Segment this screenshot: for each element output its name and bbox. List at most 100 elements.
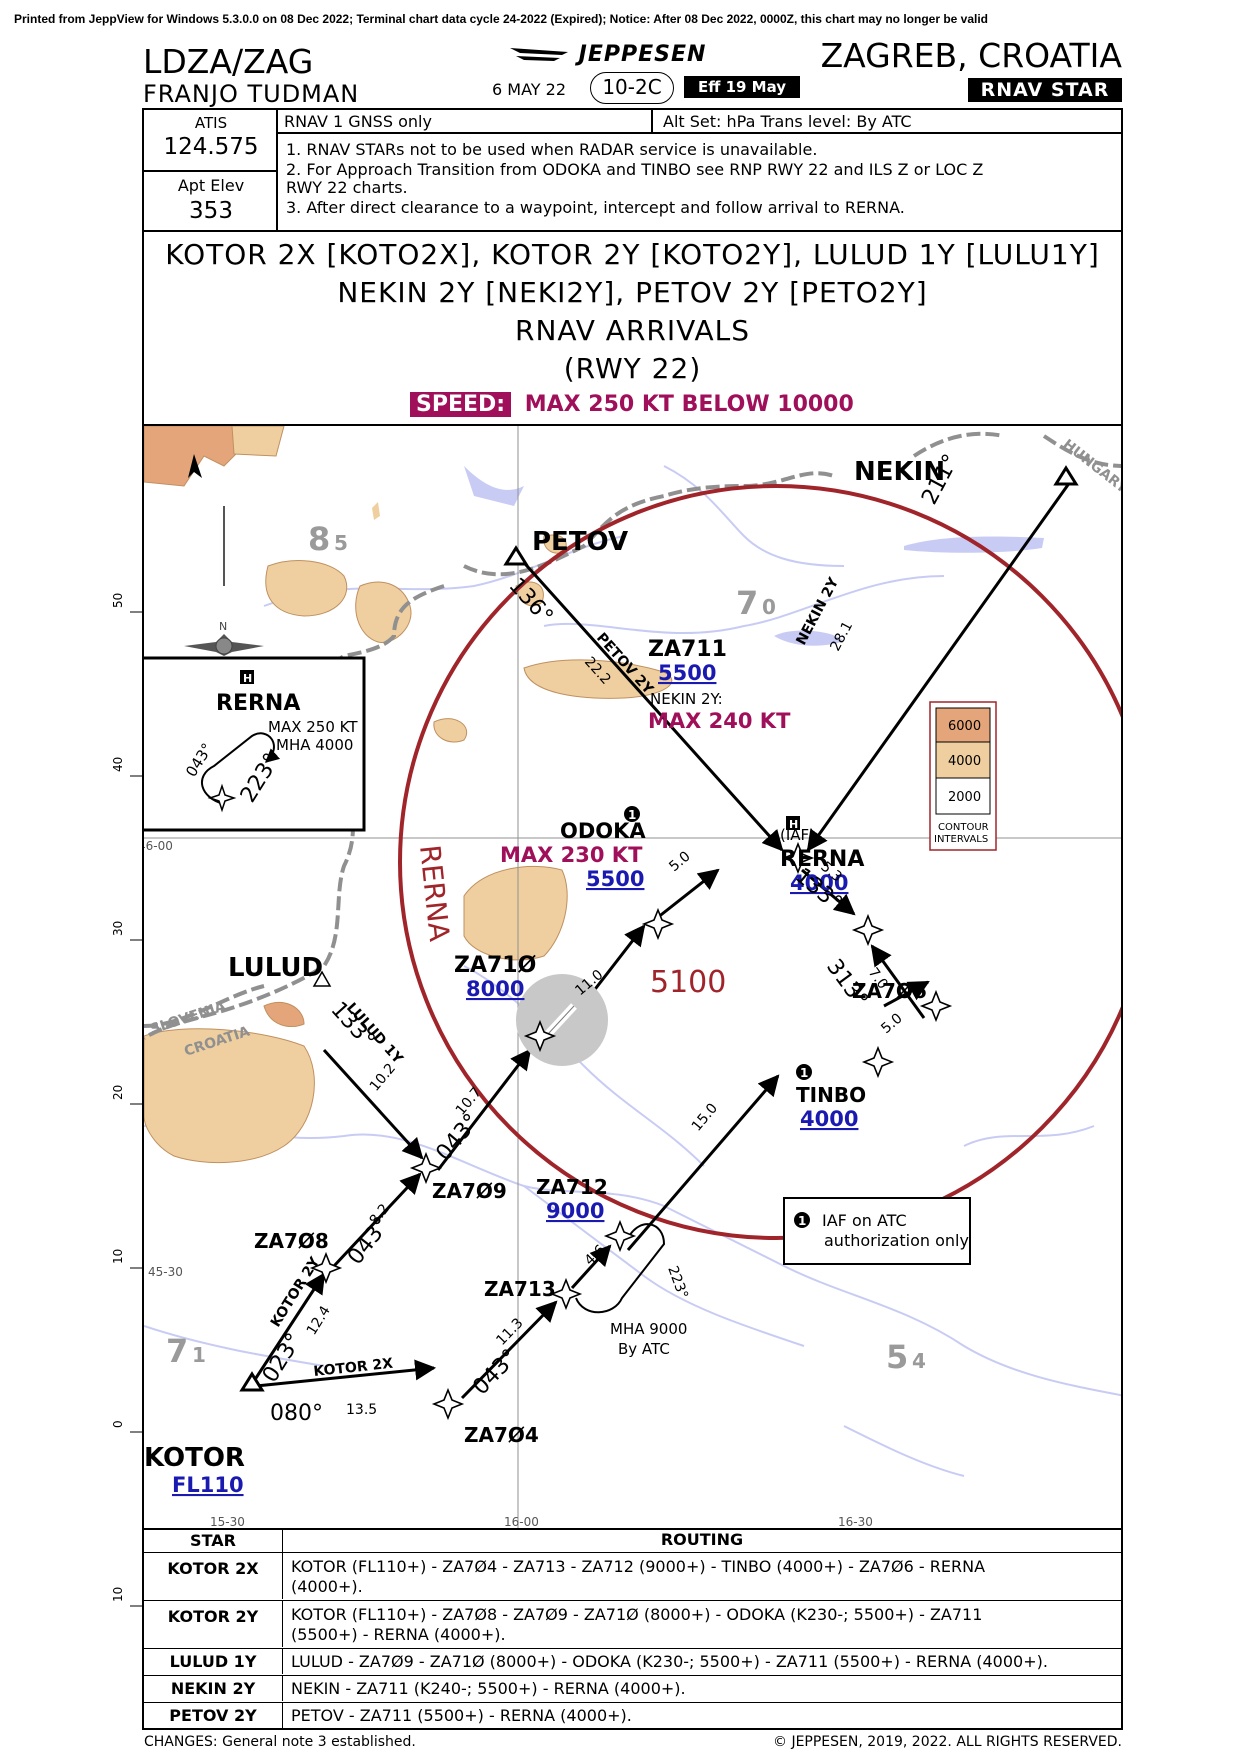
speed-restriction: SPEED: MAX 250 KT BELOW 10000: [410, 392, 854, 417]
atis-label: ATIS: [194, 114, 228, 132]
elevation-label: Apt Elev: [177, 176, 245, 195]
waypoint-petov-icon: [503, 545, 529, 566]
fix-triangles: [239, 465, 1079, 1392]
title-line-1: KOTOR 2X [KOTO2X], KOTOR 2Y [KOTO2Y], LU…: [165, 238, 1100, 271]
routing-line: (4000+).: [291, 1577, 363, 1596]
waypoint-za709-icon: [409, 1151, 443, 1185]
routing-kotor2x: KOTOR (FL110+) - ZA7Ø4 - ZA713 - ZA712 (…: [282, 1553, 1121, 1599]
table-row: KOTOR 2Y KOTOR (FL110+) - ZA7Ø8 - ZA7Ø9 …: [144, 1600, 1121, 1648]
route-legs: [252, 481, 1072, 1400]
label-za708: ZA7Ø8: [254, 1229, 329, 1253]
odoka-speed: MAX 230 KT: [500, 843, 643, 867]
chart-map: 8 5 7 0 7 1 5 4 HUNGARY SLOVENIA CROATIA…: [142, 424, 1123, 1530]
procedure-title-block: KOTOR 2X [KOTO2X], KOTOR 2Y [KOTO2Y], LU…: [142, 232, 1123, 426]
label-nekin: NEKIN: [854, 457, 945, 487]
inset-speed: MAX 250 KT: [268, 718, 358, 736]
speed-text: MAX 250 KT BELOW 10000: [524, 392, 854, 417]
north-arrow-icon: N: [184, 506, 264, 656]
label-za704: ZA7Ø4: [464, 1423, 539, 1447]
star-kotor2y: KOTOR 2Y: [167, 1607, 259, 1626]
odoka-leg-distance: 5.0: [666, 848, 693, 875]
waypoint-za708-icon: [309, 1251, 343, 1285]
label-rerna: RERNA: [780, 847, 864, 872]
terrain-fig-54-units: 4: [912, 1349, 926, 1373]
svg-text:N: N: [219, 620, 227, 633]
msa-ref-label: RERNA: [413, 843, 456, 943]
iaf-note-line-2: authorization only: [824, 1231, 969, 1250]
routing-kotor2y: KOTOR (FL110+) - ZA7Ø8 - ZA7Ø9 - ZA71Ø (…: [282, 1601, 1121, 1647]
tinbo-altitude: 4000: [800, 1107, 858, 1131]
note-markers: 1 1: [624, 806, 812, 1080]
city-name: ZAGREB, CROATIA: [820, 36, 1122, 75]
iaf-note-line-1: IAF on ATC: [822, 1211, 907, 1230]
routing-nekin2y: NEKIN - ZA711 (K240-; 5500+) - RERNA (40…: [282, 1676, 1121, 1701]
left-margin-scale: 50 40 30 20 10 0 10: [108, 424, 142, 1724]
terrain-figures: 8 5 7 0 7 1 5 4: [166, 520, 926, 1376]
svg-text:1: 1: [800, 1066, 808, 1080]
note-2: 2. For Approach Transition from ODOKA an…: [286, 160, 984, 179]
terrain-fig-70-tens: 7: [736, 584, 758, 622]
label-tinbo: TINBO: [796, 1083, 866, 1107]
routing-line: (5500+) - RERNA (4000+).: [291, 1625, 506, 1644]
label-za711: ZA711: [648, 637, 727, 662]
lon-label-1530-b: 15-30: [210, 1515, 245, 1529]
table-row: LULUD 1Y LULUD - ZA7Ø9 - ZA71Ø (8000+) -…: [144, 1648, 1121, 1675]
svg-text:H: H: [789, 818, 798, 831]
note-2-cont: RWY 22 charts.: [286, 178, 408, 197]
scale-30: 30: [111, 921, 125, 936]
za712-leg-distance: 15.0: [689, 1100, 721, 1134]
holding-course: 223°: [664, 1264, 691, 1301]
rerna-holding-inset: H RERNA MAX 250 KT MHA 4000 043° 223°: [144, 656, 366, 832]
iaf-note-number: 1: [798, 1214, 806, 1228]
scale-10-table: 10: [111, 1587, 125, 1602]
star-nekin2y: NEKIN 2Y: [170, 1679, 256, 1698]
label-lulud: LULUD: [228, 953, 323, 983]
scale-20: 20: [111, 1085, 125, 1100]
chart-map-svg: 8 5 7 0 7 1 5 4 HUNGARY SLOVENIA CROATIA…: [144, 426, 1121, 1529]
airport-identifier: LDZA/ZAG: [143, 42, 314, 81]
water-features: [144, 465, 1121, 1477]
label-za712: ZA712: [536, 1175, 608, 1199]
contour-label-1: CONTOUR: [938, 822, 989, 833]
lon-label-1630: 16-30: [838, 1515, 873, 1529]
za704-leg-distance: 11.3: [493, 1315, 526, 1349]
waypoint-symbols: [309, 841, 953, 1421]
chart-type: RNAV STAR: [968, 78, 1122, 102]
waypoint-kotor-icon: [239, 1371, 265, 1392]
scale-10: 10: [111, 1249, 125, 1264]
terrain-fig-70-units: 0: [762, 595, 776, 619]
label-kotor: KOTOR: [144, 1443, 245, 1473]
changes-note: CHANGES: General note 3 established.: [144, 1734, 416, 1750]
table-row: KOTOR 2X KOTOR (FL110+) - ZA7Ø4 - ZA713 …: [144, 1552, 1121, 1600]
title-line-4: (RWY 22): [563, 352, 702, 385]
label-za710: ZA71Ø: [454, 953, 537, 978]
jeppesen-wing-icon: [510, 48, 568, 61]
petov-course: 136°: [504, 573, 558, 629]
waypoint-nekin-icon: [1053, 465, 1079, 486]
terrain-fig-71-tens: 7: [166, 1332, 188, 1370]
nekin-distance: 28.1: [827, 619, 856, 654]
za710-altitude: 8000: [466, 977, 524, 1001]
waypoint-za713-icon: [549, 1277, 583, 1311]
za711-altitude: 5500: [658, 661, 716, 685]
contour-label-2: INTERVALS: [934, 834, 988, 845]
za713-atc: By ATC: [618, 1340, 670, 1358]
title-line-3: RNAV ARRIVALS: [514, 314, 751, 347]
table-row: NEKIN 2Y NEKIN - ZA711 (K240-; 5500+) - …: [144, 1675, 1121, 1702]
jeppesen-logo: JEPPESEN: [510, 42, 706, 67]
za712-altitude: 9000: [546, 1199, 604, 1223]
waypoint-tinbo-icon: [861, 1045, 895, 1079]
elevation-value: 353: [189, 198, 233, 224]
print-notice: Printed from JeppView for Windows 5.3.0.…: [14, 12, 989, 26]
tinbo-leg-distance: 5.0: [878, 1010, 905, 1037]
scale-0: 0: [111, 1420, 125, 1428]
kotor2y-distance: 12.4: [304, 1303, 334, 1338]
contour-legend: 6000 4000 2000 CONTOUR INTERVALS: [929, 701, 997, 851]
atis-column: ATIS 124.575 Apt Elev 353: [144, 110, 278, 230]
odoka-altitude: 5500: [586, 867, 644, 891]
terrain-areas: [144, 426, 673, 1163]
svg-text:1: 1: [628, 808, 636, 822]
airport-name: FRANJO TUDMAN: [143, 80, 360, 108]
altimeter-setting: Alt Set: hPa Trans level: By ATC: [663, 112, 912, 131]
label-za706: ZA7Ø6: [852, 979, 927, 1003]
